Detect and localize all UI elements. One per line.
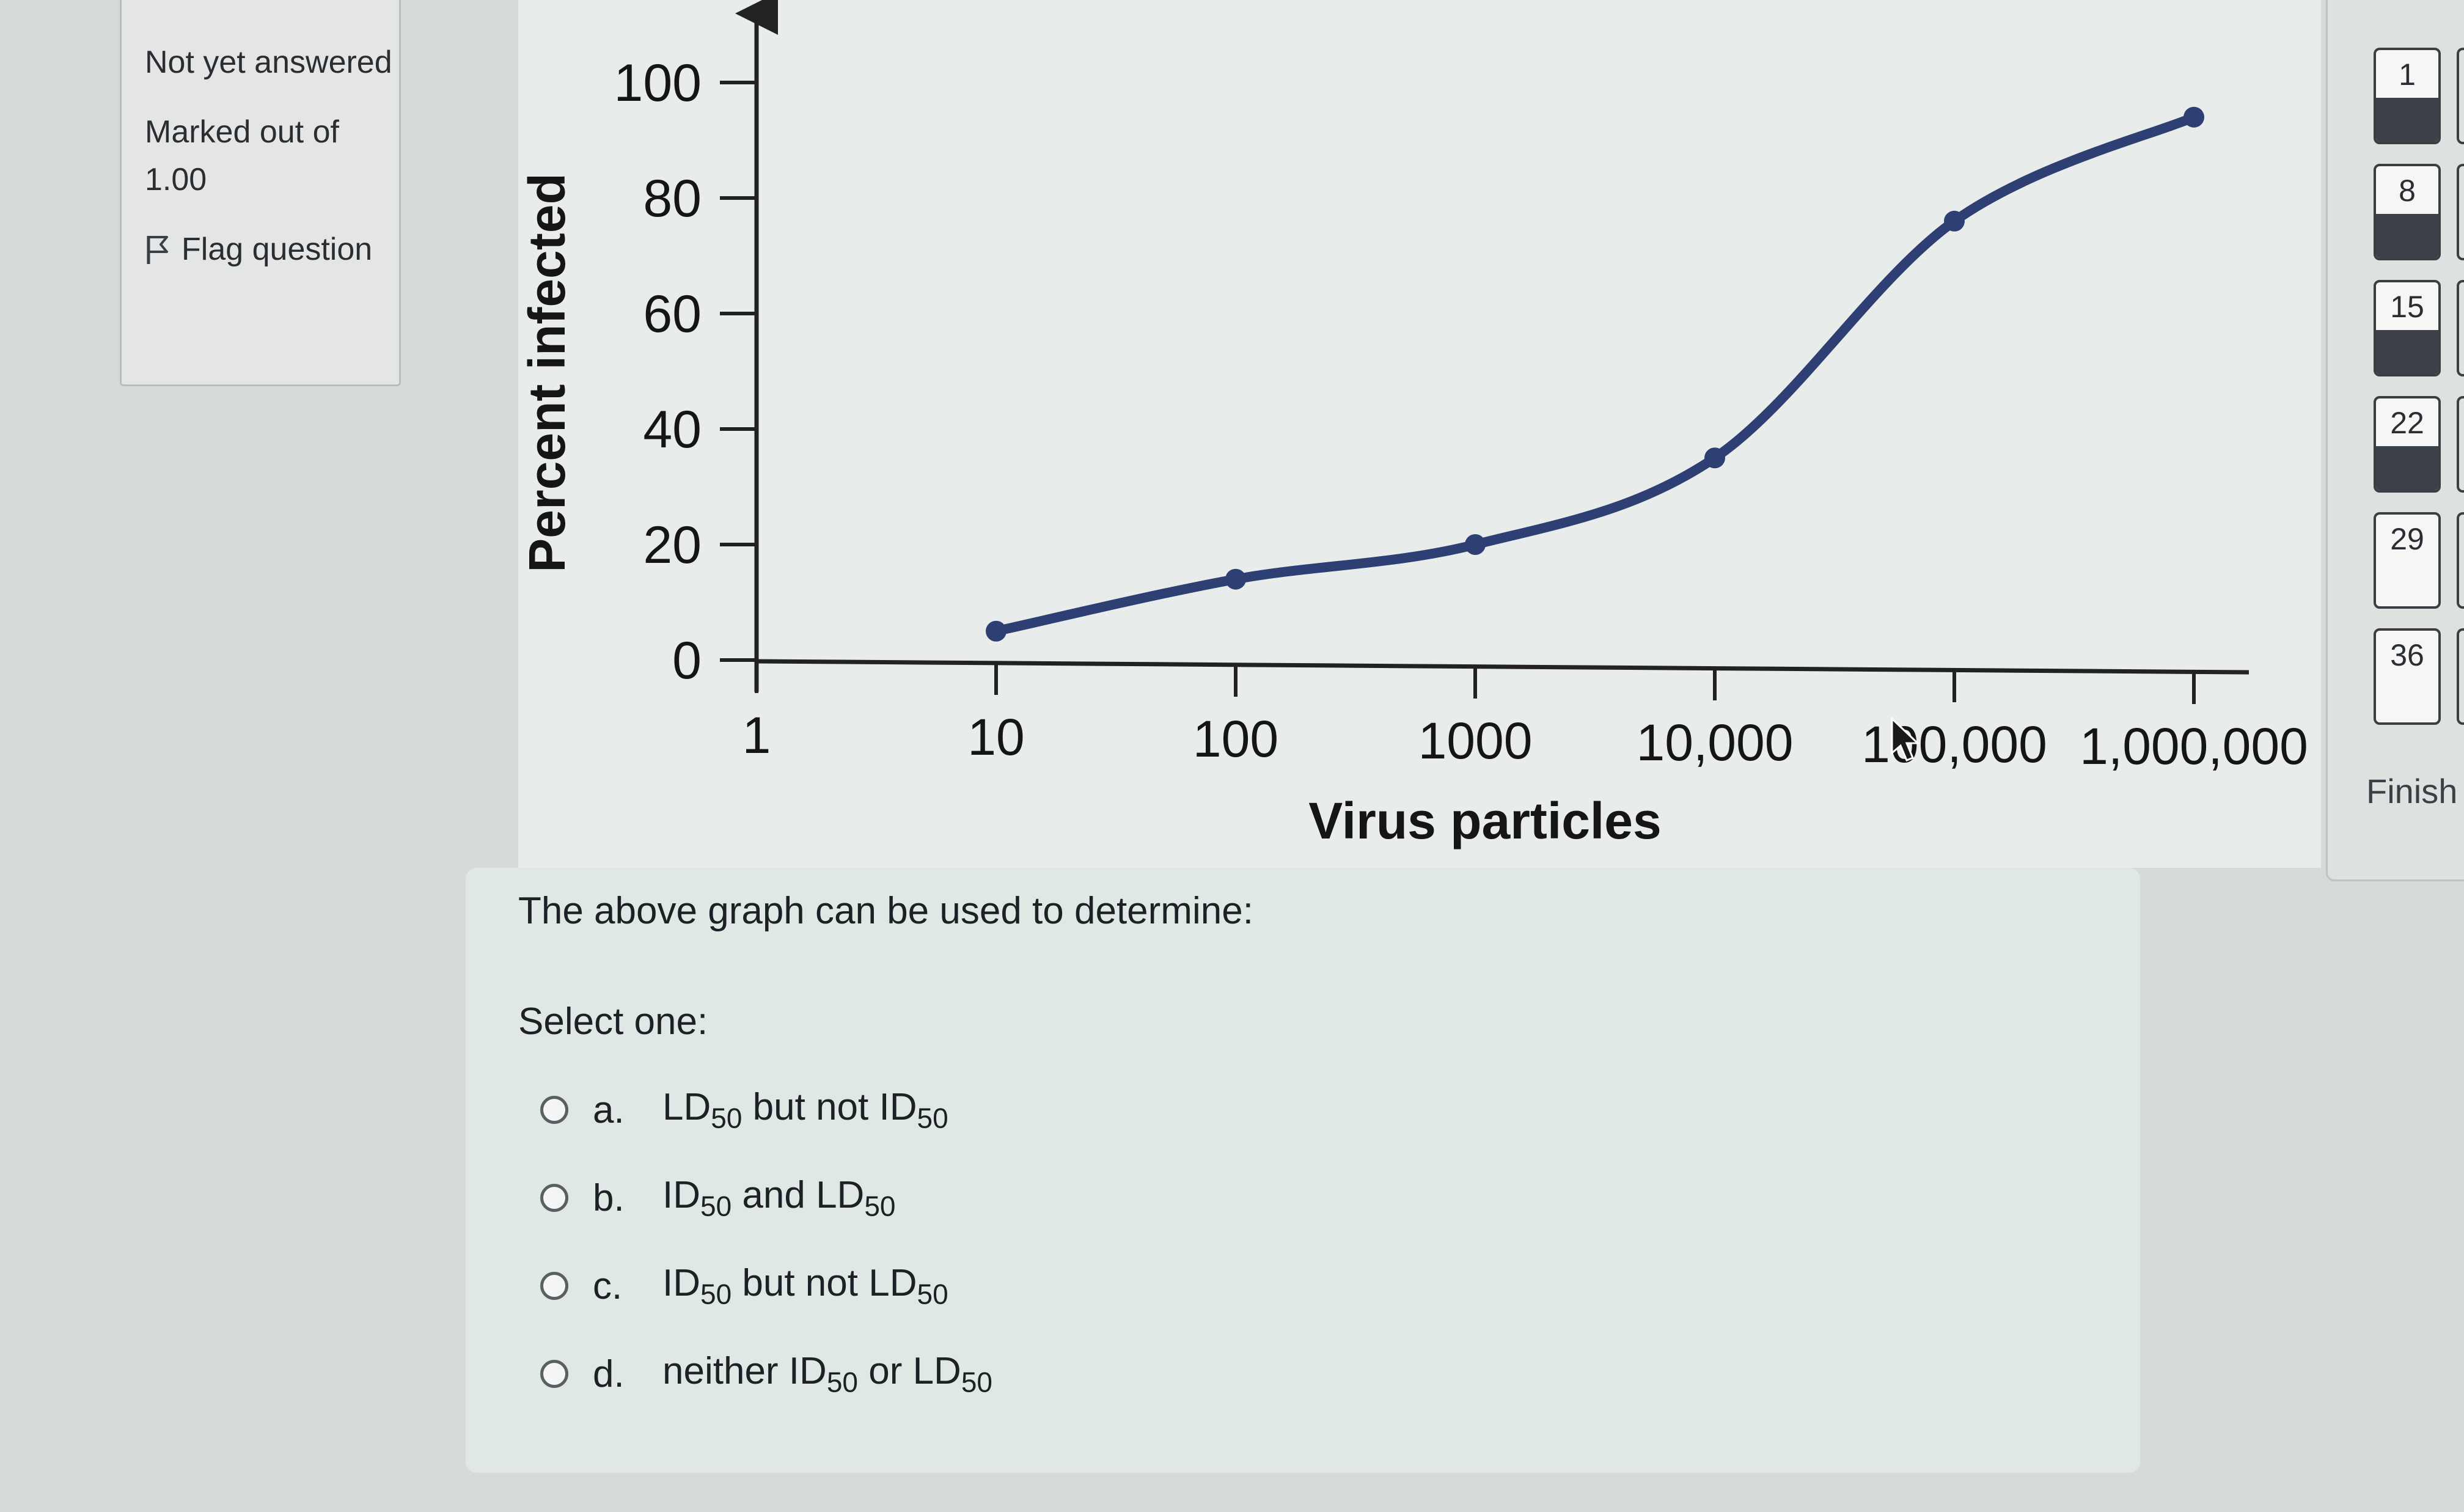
option-c-letter: c. bbox=[593, 1264, 623, 1307]
radio-a[interactable] bbox=[540, 1096, 568, 1125]
option-a[interactable]: a. LD50 but not ID50 bbox=[540, 1085, 948, 1134]
mouse-cursor-icon bbox=[1891, 716, 1920, 762]
option-b[interactable]: b. ID50 and LD50 bbox=[540, 1173, 896, 1222]
radio-b[interactable] bbox=[540, 1184, 568, 1213]
x-tick-label: 1000 bbox=[1418, 712, 1533, 769]
quiz-nav-button-partial[interactable] bbox=[2457, 628, 2464, 725]
x-tick-label: 1 bbox=[743, 706, 771, 764]
quiz-nav-button-partial[interactable] bbox=[2457, 512, 2464, 609]
select-one-label: Select one: bbox=[518, 1000, 708, 1043]
answered-indicator bbox=[2376, 214, 2438, 258]
quiz-nav-button[interactable]: 29 bbox=[2374, 512, 2441, 609]
radio-d[interactable] bbox=[540, 1360, 568, 1389]
quiz-nav-button[interactable]: 36 bbox=[2374, 628, 2441, 725]
series-line bbox=[991, 112, 2199, 636]
quiz-nav-button[interactable]: 8 bbox=[2374, 164, 2441, 260]
quiz-nav-button-partial[interactable] bbox=[2457, 48, 2464, 144]
chart-axes bbox=[735, 0, 2250, 692]
data-point bbox=[2184, 106, 2204, 128]
x-tick-label: 1,000,000 bbox=[2080, 717, 2308, 775]
answered-indicator bbox=[2376, 98, 2438, 142]
y-tick-label: 100 bbox=[614, 54, 702, 112]
x-tick-label: 100 bbox=[1193, 710, 1278, 768]
y-tick-label: 0 bbox=[672, 631, 702, 690]
question-prompt: The above graph can be used to determine… bbox=[518, 890, 1253, 932]
quiz-nav-button-number: 36 bbox=[2390, 638, 2424, 672]
answered-indicator bbox=[2376, 446, 2438, 490]
x-axis-line bbox=[756, 659, 2250, 675]
chart-panel bbox=[518, 0, 2321, 868]
option-d-text: neither ID50 or LD50 bbox=[662, 1350, 992, 1398]
y-tick-label: 60 bbox=[643, 285, 702, 343]
y-tick-label: 80 bbox=[643, 169, 702, 228]
question-status: Not yet answered bbox=[145, 45, 392, 80]
quiz-nav-button-number: 29 bbox=[2390, 522, 2424, 556]
flag-icon bbox=[147, 236, 168, 264]
option-a-letter: a. bbox=[593, 1088, 625, 1131]
question-info-box: Not yet answered Marked out of 1.00 Flag… bbox=[120, 0, 401, 386]
finish-attempt-link[interactable]: Finish bbox=[2366, 772, 2458, 810]
x-tick-label: 10 bbox=[967, 708, 1024, 766]
quiz-nav-button-partial[interactable] bbox=[2457, 164, 2464, 260]
y-tick-label: 40 bbox=[643, 400, 702, 459]
data-point bbox=[1944, 210, 1965, 232]
quiz-nav-button-number: 15 bbox=[2390, 290, 2424, 324]
flag-question-label: Flag question bbox=[182, 232, 373, 267]
option-a-text: LD50 but not ID50 bbox=[662, 1086, 948, 1134]
flag-question-link[interactable]: Flag question bbox=[145, 226, 399, 273]
quiz-nav-button-partial[interactable] bbox=[2457, 396, 2464, 493]
quiz-nav-button[interactable]: 1 bbox=[2374, 48, 2441, 144]
radio-c[interactable] bbox=[540, 1272, 568, 1301]
quiz-nav-button[interactable]: 15 bbox=[2374, 280, 2441, 376]
answered-indicator bbox=[2376, 330, 2438, 374]
data-point bbox=[1704, 447, 1725, 469]
quiz-nav-button-partial[interactable] bbox=[2457, 280, 2464, 376]
question-content-panel bbox=[466, 868, 2140, 1473]
quiz-nav-button[interactable]: 22 bbox=[2374, 396, 2441, 493]
question-marks: Marked out of 1.00 bbox=[145, 114, 339, 197]
data-point bbox=[1225, 568, 1246, 590]
option-c[interactable]: c. ID50 but not LD50 bbox=[540, 1261, 948, 1310]
chart-series bbox=[986, 106, 2204, 642]
x-axis-label: Virus particles bbox=[1308, 792, 1661, 850]
option-b-text: ID50 and LD50 bbox=[662, 1174, 896, 1222]
x-tick-label: 10,000 bbox=[1637, 714, 1794, 771]
quiz-nav-button-number: 1 bbox=[2399, 57, 2416, 92]
option-c-text: ID50 but not LD50 bbox=[662, 1262, 948, 1310]
y-tick-label: 20 bbox=[643, 516, 702, 574]
option-d[interactable]: d. neither ID50 or LD50 bbox=[540, 1349, 992, 1398]
quiz-nav-button-number: 8 bbox=[2399, 174, 2416, 208]
data-point bbox=[986, 620, 1007, 642]
option-d-letter: d. bbox=[593, 1352, 625, 1395]
data-point bbox=[1465, 534, 1486, 555]
option-b-letter: b. bbox=[593, 1176, 625, 1219]
y-axis-label: Percent infected bbox=[518, 173, 576, 573]
quiz-nav-button-number: 22 bbox=[2390, 406, 2424, 440]
